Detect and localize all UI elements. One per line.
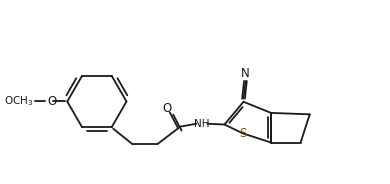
Text: O: O (48, 95, 57, 108)
Text: OCH$_3$: OCH$_3$ (4, 95, 33, 108)
Text: S: S (239, 127, 246, 140)
Text: O: O (162, 102, 171, 115)
Text: N: N (241, 67, 250, 80)
Text: NH: NH (194, 119, 209, 129)
